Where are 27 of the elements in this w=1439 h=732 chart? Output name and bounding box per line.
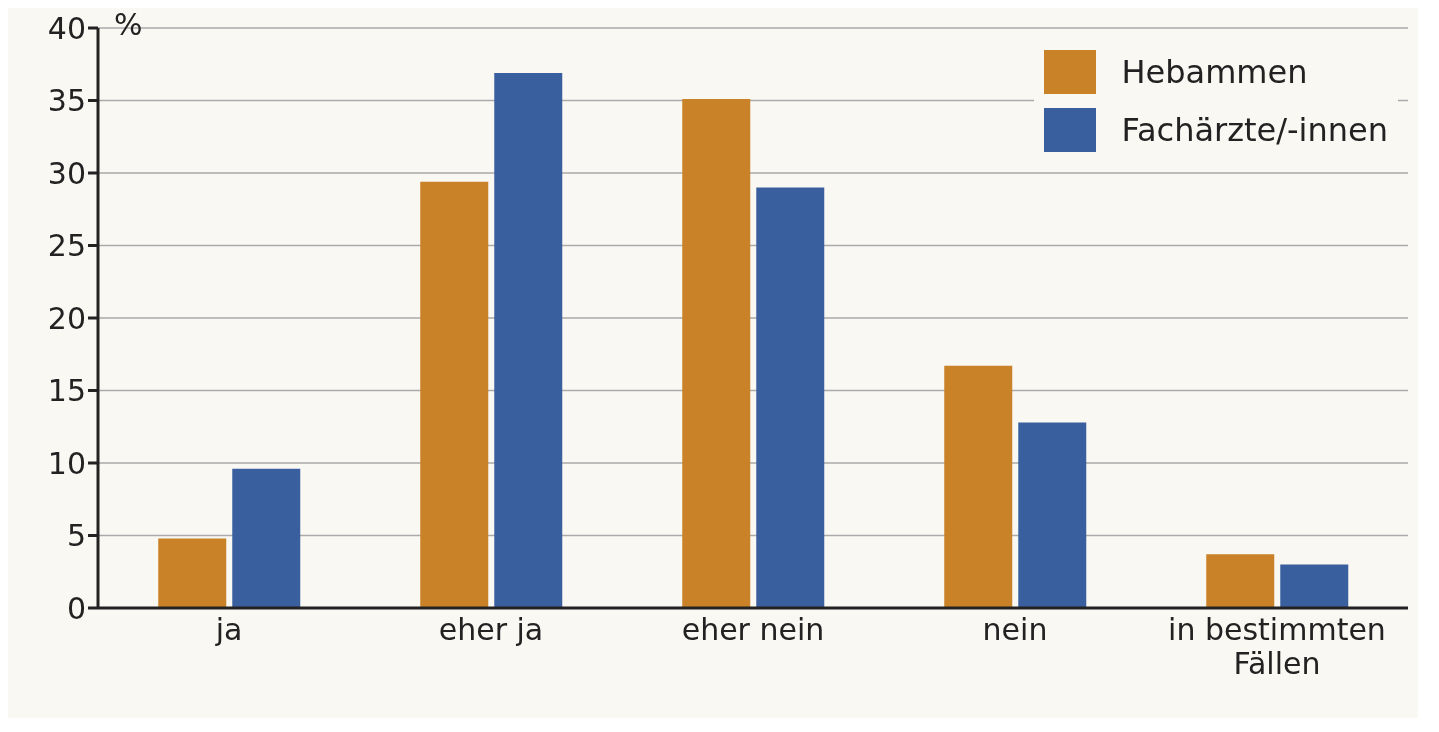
x-tick-label: eher nein (681, 612, 825, 647)
legend-label: Fachärzte/-innen (1121, 111, 1388, 149)
y-tick-label: 5 (66, 518, 86, 554)
y-tick-label: 40 (47, 10, 86, 46)
y-tick-label: 10 (47, 445, 86, 481)
y-tick-label: 35 (47, 83, 86, 119)
bar (158, 538, 227, 608)
bar (1018, 422, 1087, 608)
bar (1280, 564, 1349, 608)
bar (420, 181, 489, 608)
y-axis-title: % (114, 7, 143, 43)
y-tick-label: 30 (47, 155, 86, 191)
bar (944, 365, 1013, 608)
bar (232, 468, 301, 608)
y-tick-label: 15 (47, 373, 86, 409)
y-tick-label: 20 (47, 300, 86, 336)
y-tick-label: 0 (66, 590, 86, 626)
bar (1206, 554, 1275, 608)
x-tick-label: eher ja (438, 612, 544, 647)
legend-label: Hebammen (1121, 53, 1308, 91)
x-tick-label: ja (214, 612, 243, 647)
bar (756, 187, 825, 608)
x-tick-label: in bestimmten Fällen (1168, 612, 1386, 681)
bar (682, 99, 751, 608)
y-tick-label: 25 (47, 228, 86, 264)
x-tick-label: nein (982, 612, 1048, 647)
bar (494, 72, 563, 608)
